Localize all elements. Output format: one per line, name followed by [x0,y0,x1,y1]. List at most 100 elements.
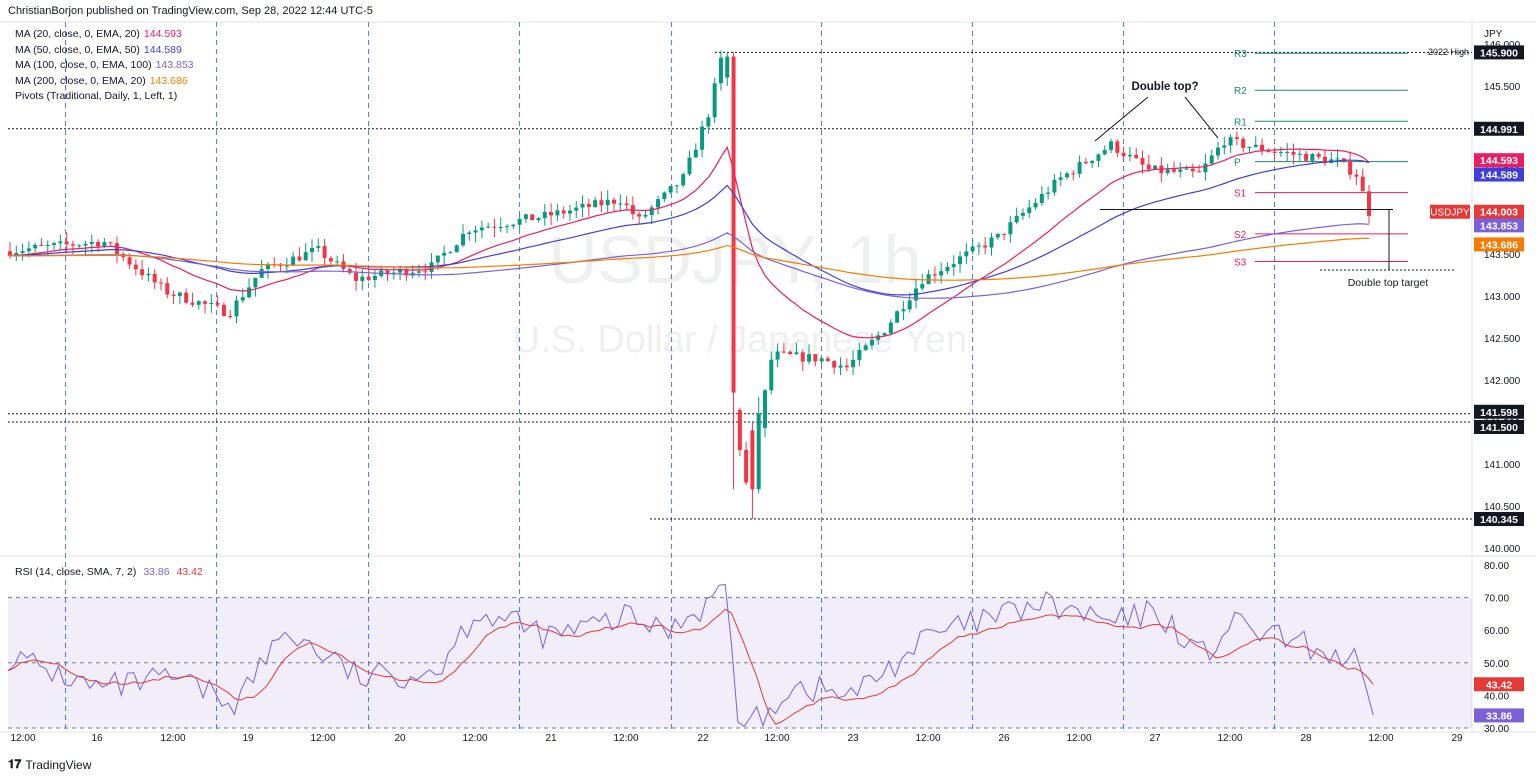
annotation-double-top-target: Double top target [1348,277,1429,289]
price-tick-label: 143.500 [1484,250,1521,261]
candle-body [265,264,270,270]
candle-body [1178,169,1183,172]
candle-body [1316,153,1321,157]
time-tick-label: 23 [847,733,859,744]
candle-body [605,199,610,206]
candle-body [832,361,837,368]
footer-brand: TradingView [25,757,92,772]
pivot-label-p: P [1234,158,1241,169]
time-tick-label: 19 [242,733,254,744]
candle-body [1109,141,1114,150]
candle-body [1083,161,1088,164]
legend-ma50-value: 144.589 [143,43,182,56]
candle-body [920,284,925,289]
candle-body [718,57,723,84]
candle-body [1367,191,1371,216]
price-tag-label: 141.500 [1480,422,1518,434]
candle-body [813,354,818,362]
candle-body [844,365,849,368]
candle-body [794,352,799,355]
candle-body [542,211,547,219]
time-tick-label: 12:00 [160,733,185,744]
price-tag-bg [1474,153,1524,168]
candle-body [895,311,900,323]
price-tag-label: 143.686 [1480,239,1518,251]
time-tick-label: 12:00 [915,733,940,744]
candle-body [486,226,491,228]
pivot-label-r3: R3 [1234,49,1247,60]
candle-body [857,350,862,360]
price-tick-label: 142.500 [1484,334,1521,345]
candle-body [744,450,749,483]
tradingview-logo-icon: 𝟏𝟕 [8,757,22,771]
candle-body [1140,157,1145,165]
symbol-tag-bg [1430,204,1470,219]
candle-body [618,203,623,205]
candle-body [976,245,981,247]
candle-body [567,210,572,214]
candle-body [310,247,314,253]
candle-body [555,210,560,216]
candle-body [152,273,157,283]
price-tag-bg [1474,121,1524,136]
rsi-legend[interactable]: RSI (14, close, SMA, 7, 2) 33.86 43.42 [15,566,203,578]
pivot-label-r2: R2 [1234,86,1247,97]
watermark-name: U.S. Dollar / Japanese Yen [513,319,967,361]
candle-body [681,174,686,186]
legend-ma100[interactable]: MA (100, close, 0, EMA, 100) 143.853 [15,58,194,74]
candle-body [1046,192,1051,194]
legend-ma20-value: 144.593 [143,28,182,40]
candle-body [1002,233,1007,235]
candle-body [1071,173,1076,175]
legend-ma100-label: MA (100, close, 0, EMA, 100) [15,59,152,71]
legend-ma200-label: MA (200, close, 0, EMA, 20) [15,74,146,87]
candle-body [416,271,421,273]
candle-body [750,430,755,490]
candle-body [731,56,736,393]
legend-ma100-value: 143.853 [155,59,194,71]
candle-body [863,345,868,351]
footer[interactable]: 𝟏𝟕 TradingView [8,757,91,772]
candle-body [385,270,390,275]
time-tick-label: 12:00 [613,733,638,744]
legend-ma50[interactable]: MA (50, close, 0, EMA, 50) 144.589 [15,43,194,59]
candle-body [291,256,296,266]
candle-body [335,261,340,263]
candle-body [347,269,352,273]
legend-pivots[interactable]: Pivots (Traditional, Daily, 1, Left, 1) [15,89,194,105]
price-tag-bg [1474,708,1524,723]
candle-body [1134,154,1139,158]
pivot-label-r1: R1 [1234,117,1247,128]
candle-body [549,211,554,216]
candle-body [171,294,176,296]
time-tick-label: 12:00 [1217,733,1242,744]
candle-body [473,230,478,233]
candle-body [706,117,711,127]
candle-body [1039,193,1044,204]
candle-body [1247,146,1252,148]
candle-body [599,200,604,206]
legend-ma20[interactable]: MA (20, close, 0, EMA, 20) 144.593 [15,27,194,43]
rsi-legend-value: 33.86 [143,566,170,578]
legend-ma200[interactable]: MA (200, close, 0, EMA, 20) 143.686 [15,74,194,90]
candle-body [165,283,170,295]
candle-body [1102,149,1107,155]
rsi-tick-label: 60.00 [1484,626,1509,637]
candle-body [781,351,786,353]
candle-body [58,241,63,244]
price-tag-label: 144.589 [1480,170,1518,182]
candle-body [851,359,856,368]
candle-body [756,413,761,490]
legend-ma200-value: 143.686 [149,74,188,87]
candle-body [372,275,377,280]
candle-body [901,309,906,312]
candle-body [1335,158,1340,160]
candle-body [1253,144,1258,147]
ma-line-50 [9,159,1370,296]
candle-body [140,269,145,276]
candle-body [1228,137,1233,146]
candle-body [888,322,893,334]
candle-body [1304,153,1309,161]
candle-body [45,245,50,247]
